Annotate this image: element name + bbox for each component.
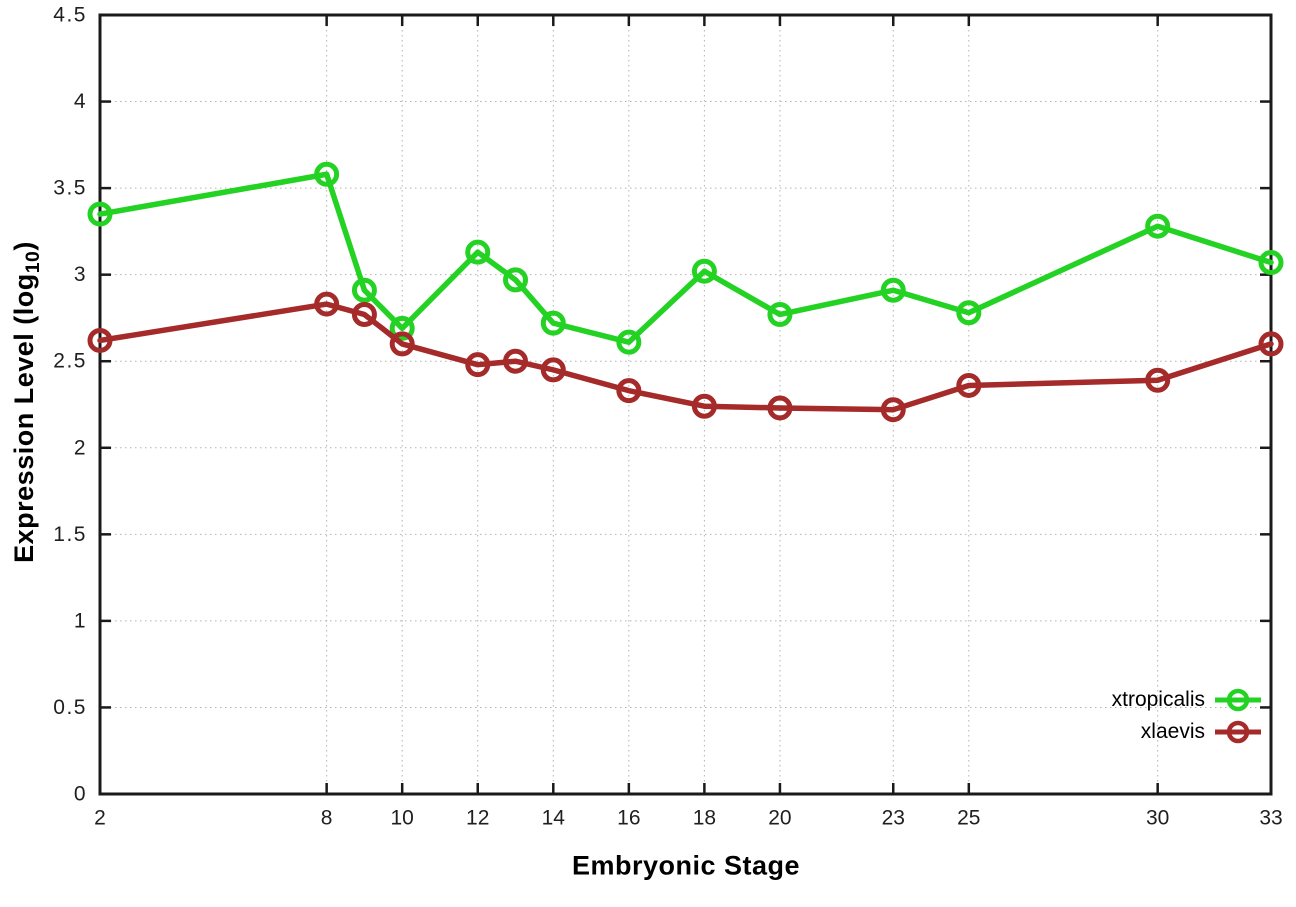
data-point-xlaevis — [87, 327, 113, 353]
x-tick-label: 20 — [768, 807, 791, 830]
x-tick-label: 14 — [542, 807, 566, 830]
data-point-xtropicalis — [503, 267, 529, 293]
y-axis-title-suffix: ) — [8, 241, 39, 251]
data-point-xlaevis — [1145, 367, 1171, 393]
legend-item-xlaevis: xlaevis — [1141, 719, 1262, 744]
data-point-xtropicalis — [351, 277, 377, 303]
x-tick-label: 10 — [391, 807, 414, 830]
data-point-xtropicalis — [616, 329, 642, 355]
data-point-xlaevis — [767, 395, 793, 421]
data-point-xlaevis — [880, 397, 906, 423]
y-tick-label: 3.5 — [53, 177, 87, 200]
data-point-xtropicalis — [767, 301, 793, 327]
y-tick-label: 0 — [74, 783, 87, 806]
plot-frame — [98, 13, 1273, 796]
y-axis-title-text: Expression Level (log — [8, 273, 39, 563]
y-tick-label: 4.5 — [53, 4, 87, 27]
y-tick-label: 2 — [74, 436, 87, 459]
legend: xtropicalis xlaevis — [1112, 687, 1262, 744]
x-tick-label: 18 — [693, 807, 716, 830]
legend-marker-icon — [1215, 688, 1261, 711]
x-tick-label: 16 — [617, 807, 640, 830]
x-tick-label: 12 — [466, 807, 489, 830]
y-tick-label: 1.5 — [53, 523, 87, 546]
x-tick-label: 30 — [1146, 807, 1169, 830]
legend-item-xtropicalis: xtropicalis — [1112, 687, 1262, 712]
data-point-xlaevis — [540, 357, 566, 383]
x-tick-label: 25 — [957, 807, 980, 830]
x-tick-label: 23 — [882, 807, 905, 830]
data-point-xlaevis — [503, 348, 529, 374]
data-point-xlaevis — [956, 372, 982, 398]
x-tick-label: 8 — [321, 807, 333, 830]
data-point-xtropicalis — [691, 258, 717, 284]
legend-marker-icon — [1215, 720, 1261, 743]
data-point-xtropicalis — [314, 161, 340, 187]
legend-label: xlaevis — [1140, 719, 1205, 743]
data-point-xtropicalis — [540, 310, 566, 336]
y-tick-label: 4 — [74, 90, 87, 113]
data-point-xlaevis — [314, 291, 340, 317]
series-line-xtropicalis — [97, 171, 1274, 345]
legend-label: xtropicalis — [1111, 687, 1205, 711]
data-point-xlaevis — [351, 301, 377, 327]
data-point-xlaevis — [465, 352, 491, 378]
y-tick-label: 0.5 — [53, 696, 87, 719]
series-line-xlaevis — [97, 301, 1274, 413]
y-axis-title-subscript: 10 — [22, 250, 45, 274]
y-tick-label: 1 — [74, 609, 87, 632]
data-point-xlaevis — [691, 393, 717, 419]
data-point-xlaevis — [1258, 331, 1284, 357]
y-tick-label: 3 — [74, 263, 87, 286]
data-point-xtropicalis — [389, 315, 415, 341]
data-point-xlaevis — [616, 378, 642, 404]
y-tick-label: 2.5 — [53, 350, 87, 373]
data-point-xtropicalis — [1145, 213, 1171, 239]
data-point-xlaevis — [389, 331, 415, 357]
x-tick-label: 2 — [94, 807, 106, 830]
data-point-xtropicalis — [956, 300, 982, 326]
data-point-xtropicalis — [465, 239, 491, 265]
x-axis-title: Embryonic Stage — [571, 850, 801, 881]
x-tick-label: 33 — [1259, 807, 1282, 830]
data-point-xtropicalis — [87, 201, 113, 227]
y-axis-title: Expression Level (log10) — [9, 241, 45, 563]
data-point-xtropicalis — [880, 277, 906, 303]
data-point-xtropicalis — [1258, 250, 1284, 276]
